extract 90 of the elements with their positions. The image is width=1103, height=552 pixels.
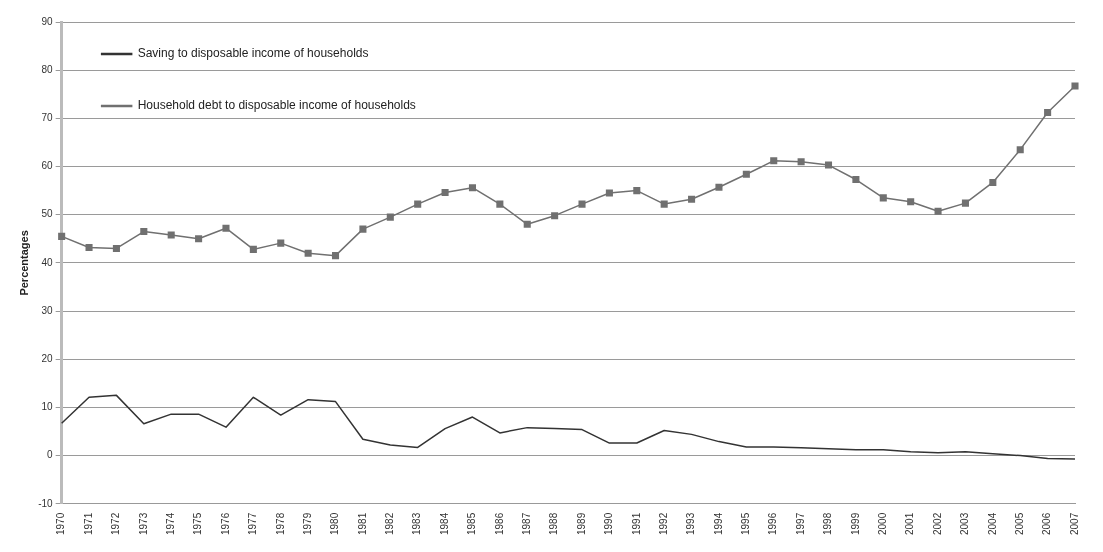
y-tick-label: 60 [41, 160, 54, 172]
x-tick-label: 1983 [411, 512, 423, 535]
x-tick-label: 2005 [1013, 512, 1025, 535]
x-tick-label: 2000 [877, 512, 889, 535]
point [715, 183, 723, 191]
x-tick-label: 1985 [466, 512, 478, 535]
x-tick-label: 2006 [1041, 512, 1053, 535]
point [249, 245, 257, 253]
x-tick-label: 1981 [356, 512, 368, 535]
x-tick-label: 1998 [822, 512, 834, 535]
y-tick-label: 10 [41, 401, 54, 413]
x-tick-label: 2002 [931, 512, 943, 535]
point [1071, 82, 1079, 90]
x-tick-label: 1987 [520, 512, 532, 535]
x-tick-label: 1990 [603, 512, 615, 535]
y-tick-label: 50 [41, 208, 54, 220]
point [605, 189, 613, 197]
point [523, 220, 531, 228]
x-tick-label: 1970 [55, 512, 67, 535]
point [332, 252, 340, 260]
point [551, 212, 559, 220]
point [989, 178, 997, 186]
x-tick-label: 1972 [110, 512, 122, 535]
point [961, 199, 969, 207]
point [195, 235, 203, 243]
x-tick-label: 1984 [438, 512, 450, 535]
x-tick-label: 1988 [548, 512, 560, 535]
x-tick-label: 1997 [794, 512, 806, 535]
x-tick-label: 1982 [384, 512, 396, 535]
x-tick-label: 1973 [137, 512, 149, 535]
point [824, 161, 833, 169]
point [633, 187, 641, 195]
y-tick-label: -10 [38, 497, 54, 509]
y-axis-title: Percentages [17, 230, 30, 296]
x-tick-label: 1993 [685, 512, 697, 535]
point [386, 213, 394, 221]
x-tick-label: 1980 [329, 512, 341, 535]
x-tick-label: 1992 [657, 512, 669, 535]
x-tick-label: 1989 [575, 512, 587, 535]
x-tick-label: 1971 [82, 512, 94, 535]
x-tick-label: 1999 [849, 512, 861, 535]
point [852, 176, 860, 184]
x-tick-label: 1978 [274, 512, 286, 535]
x-tick-label: 1977 [247, 512, 259, 535]
point [578, 200, 586, 208]
x-tick-label: 1995 [740, 512, 752, 535]
legend-label: Saving to disposable income of households [137, 46, 369, 61]
x-tick-label: 2001 [904, 512, 916, 535]
point [688, 195, 696, 203]
x-tick-label: 1994 [712, 512, 724, 535]
y-tick-label: 20 [41, 352, 54, 364]
point [797, 158, 805, 166]
point [167, 231, 175, 239]
y-tick-label: 0 [47, 449, 54, 461]
point [907, 198, 915, 206]
point [85, 243, 93, 251]
point [742, 170, 750, 178]
y-tick-label: 30 [41, 304, 54, 316]
point [468, 184, 477, 192]
point [222, 224, 230, 232]
x-tick-label: 2004 [986, 512, 998, 535]
x-tick-label: 1974 [164, 512, 176, 535]
x-tick-label: 2007 [1068, 512, 1080, 535]
x-tick-label: 2003 [959, 512, 971, 535]
point [1016, 146, 1024, 154]
y-tick-label: 90 [41, 15, 54, 27]
y-tick-label: 70 [41, 112, 54, 124]
point [277, 239, 285, 247]
point [770, 157, 778, 165]
point [140, 228, 148, 236]
point [304, 249, 312, 257]
x-tick-label: 1979 [301, 512, 313, 535]
x-tick-label: 1991 [630, 512, 642, 535]
x-tick-label: 1976 [219, 512, 231, 535]
point [660, 200, 668, 208]
x-tick-label: 1975 [192, 512, 204, 535]
point [441, 189, 449, 197]
x-tick-label: 1986 [493, 512, 505, 535]
point [496, 200, 504, 208]
point [58, 232, 66, 240]
point [112, 244, 120, 252]
point [414, 200, 422, 208]
point [934, 207, 942, 215]
x-tick-label: 1996 [767, 512, 779, 535]
point [359, 225, 367, 233]
y-tick-label: 80 [41, 63, 54, 75]
point [1044, 109, 1052, 117]
y-tick-label: 40 [41, 256, 54, 268]
legend-label: Household debt to disposable income of households [137, 98, 416, 113]
point [879, 194, 887, 202]
